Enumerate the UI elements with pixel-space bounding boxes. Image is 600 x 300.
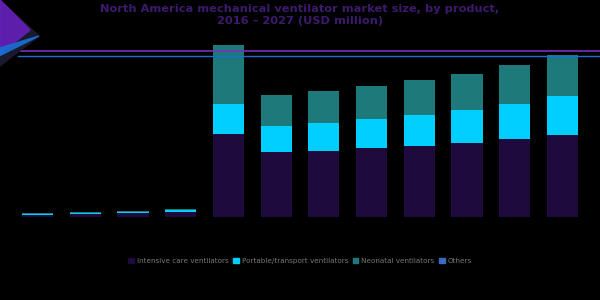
Bar: [451, 74, 482, 110]
Bar: [260, 95, 292, 126]
Bar: [499, 104, 530, 139]
Bar: [260, 126, 292, 152]
Bar: [451, 110, 482, 143]
Bar: [451, 143, 482, 217]
Bar: [547, 55, 578, 96]
Bar: [213, 104, 244, 134]
Bar: [70, 212, 101, 213]
Bar: [22, 214, 53, 217]
Bar: [118, 213, 149, 217]
Bar: [404, 146, 435, 217]
Bar: [547, 96, 578, 135]
Bar: [165, 210, 196, 212]
Title: North America mechanical ventilator market size, by product,
2016 – 2027 (USD mi: North America mechanical ventilator mark…: [100, 4, 500, 26]
Bar: [356, 148, 387, 217]
Bar: [165, 209, 196, 210]
Bar: [22, 213, 53, 214]
Bar: [356, 85, 387, 119]
Bar: [356, 119, 387, 148]
Bar: [213, 45, 244, 104]
Bar: [118, 212, 149, 213]
Bar: [308, 123, 340, 151]
Bar: [404, 80, 435, 115]
Bar: [260, 152, 292, 217]
Bar: [404, 115, 435, 146]
Bar: [70, 214, 101, 217]
Bar: [118, 211, 149, 212]
Bar: [308, 91, 340, 123]
Bar: [308, 151, 340, 217]
Bar: [499, 65, 530, 104]
Bar: [213, 134, 244, 217]
Bar: [165, 212, 196, 217]
Legend: Intensive care ventilators, Portable/transport ventilators, Neonatal ventilators: Intensive care ventilators, Portable/tra…: [127, 257, 473, 266]
Bar: [547, 135, 578, 217]
Bar: [70, 213, 101, 214]
Bar: [499, 139, 530, 217]
